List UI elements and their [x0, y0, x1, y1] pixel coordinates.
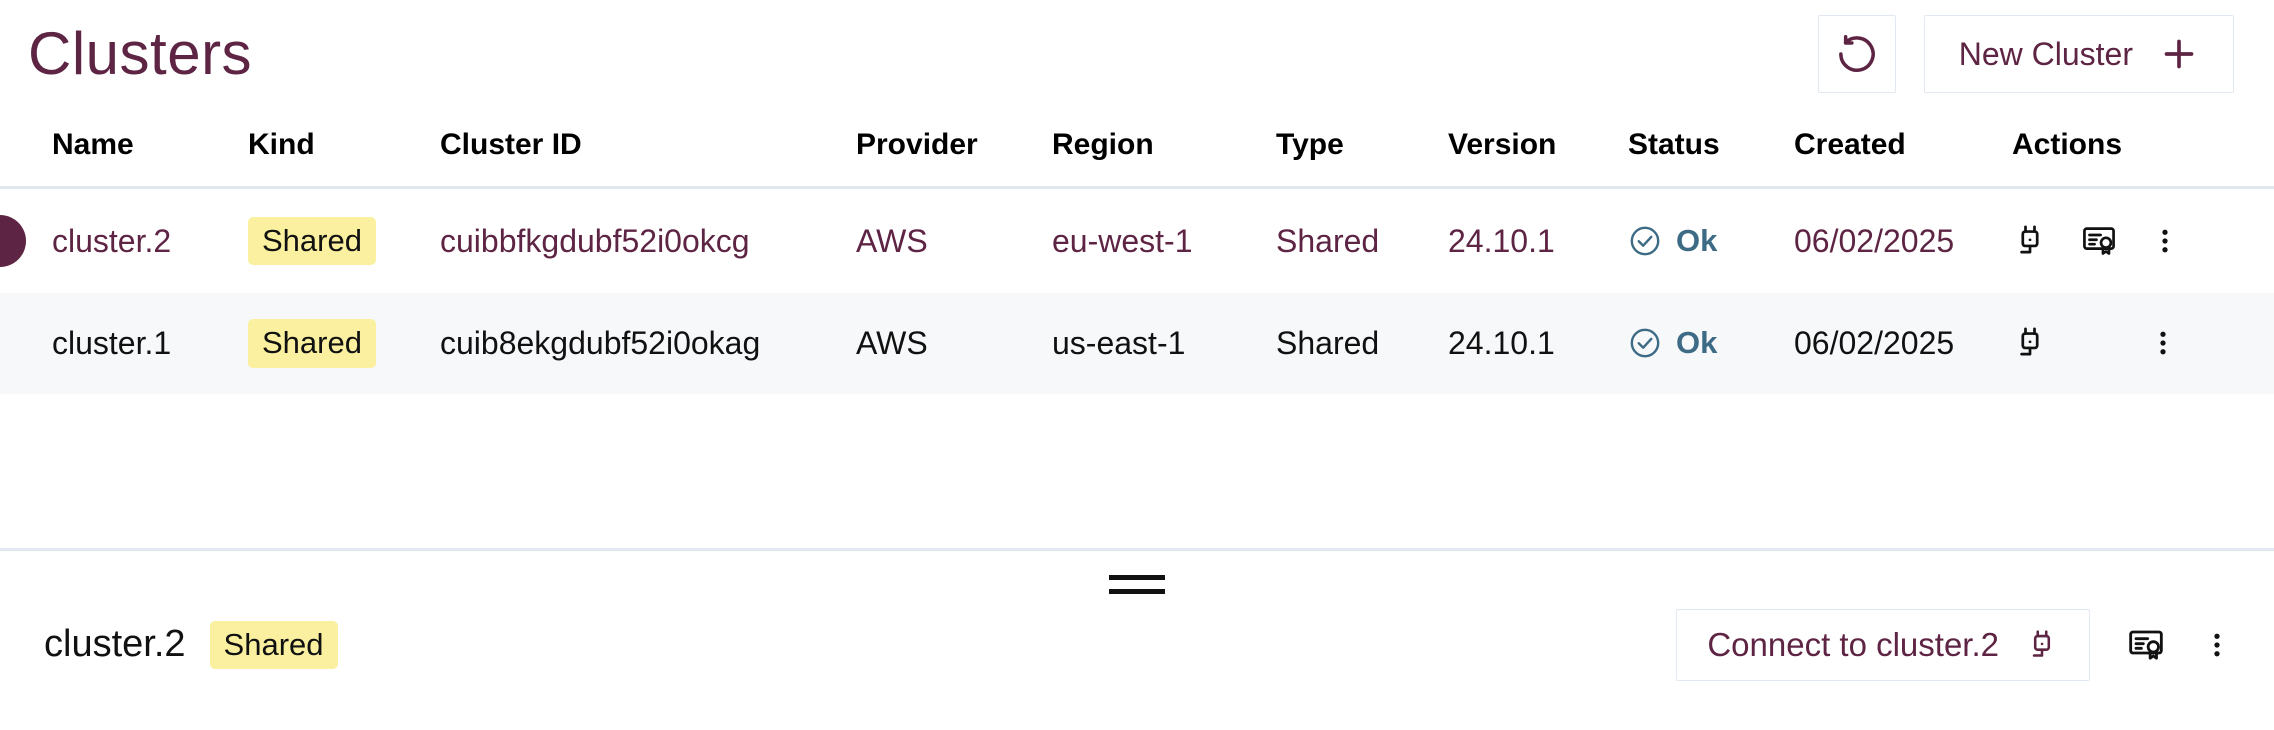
column-header-created[interactable]: Created: [1794, 128, 1906, 161]
detail-panel-row: cluster.2 Shared Connect to cluster.2: [0, 609, 2274, 681]
row-selected-marker: [0, 215, 26, 267]
cell-type: Shared: [1276, 187, 1448, 293]
column-header-region[interactable]: Region: [1052, 128, 1154, 161]
column-header-name[interactable]: Name: [52, 128, 134, 161]
certificate-icon: [2080, 222, 2118, 260]
connect-plug-button[interactable]: [2012, 325, 2048, 361]
cell-status: Ok: [1628, 187, 1794, 293]
cell-created: 06/02/2025: [1794, 293, 2012, 394]
detail-more-menu-button[interactable]: [2202, 626, 2232, 664]
detail-cluster-name: cluster.2: [44, 623, 186, 666]
plug-icon: [2012, 325, 2048, 361]
cell-actions: [2012, 187, 2274, 293]
cell-provider: AWS: [856, 293, 1052, 394]
cell-version: 24.10.1: [1448, 187, 1628, 293]
plug-icon: [2025, 628, 2059, 662]
connect-plug-button[interactable]: [2012, 223, 2048, 259]
table-body: cluster.2 Shared cuibbfkgdubf52i0okcg AW…: [0, 187, 2274, 394]
table-header-row: Name Kind Cluster ID Provider Region Typ…: [0, 108, 2274, 188]
cell-region: us-east-1: [1052, 293, 1276, 394]
cell-type: Shared: [1276, 293, 1448, 394]
cell-cluster-id[interactable]: cuib8ekgdubf52i0okag: [440, 293, 856, 394]
cell-created: 06/02/2025: [1794, 187, 2012, 293]
cell-version: 24.10.1: [1448, 293, 1628, 394]
table-row[interactable]: cluster.2 Shared cuibbfkgdubf52i0okcg AW…: [0, 187, 2274, 293]
page-title: Clusters: [28, 20, 253, 87]
page-header: Clusters New Cluster: [0, 0, 2274, 108]
column-header-version[interactable]: Version: [1448, 128, 1557, 161]
connect-button-label: Connect to cluster.2: [1707, 626, 1999, 663]
row-selection-indicator-cell[interactable]: [0, 187, 52, 293]
row-more-menu-button[interactable]: [2150, 223, 2180, 259]
kind-badge: Shared: [248, 319, 376, 368]
plus-icon: [2159, 34, 2199, 74]
cell-provider: AWS: [856, 187, 1052, 293]
header-select: [0, 108, 52, 188]
more-vertical-icon: [2148, 325, 2178, 361]
new-cluster-button[interactable]: New Cluster: [1923, 15, 2234, 93]
status-badge: Ok: [1676, 325, 1718, 361]
refresh-button[interactable]: [1817, 15, 1896, 93]
cell-name[interactable]: cluster.1: [52, 293, 248, 394]
drag-handle-bar: [1109, 588, 1165, 594]
table-row[interactable]: cluster.1 Shared cuib8ekgdubf52i0okag AW…: [0, 293, 2274, 394]
panel-divider: [0, 548, 2274, 551]
header-actions: New Cluster: [1817, 15, 2234, 93]
detail-panel-title: cluster.2 Shared: [44, 620, 338, 670]
new-cluster-label: New Cluster: [1958, 35, 2133, 72]
check-circle-icon: [1628, 224, 1662, 258]
more-vertical-icon: [2150, 223, 2180, 259]
cell-actions: [2012, 293, 2274, 394]
detail-kind-badge: Shared: [209, 620, 338, 670]
cell-kind: Shared: [248, 293, 440, 394]
status-badge: Ok: [1676, 223, 1718, 258]
drag-handle-bar: [1109, 574, 1165, 580]
column-header-status[interactable]: Status: [1628, 128, 1720, 161]
kind-badge: Shared: [248, 216, 376, 266]
connect-to-cluster-button[interactable]: Connect to cluster.2: [1676, 609, 2090, 681]
table-header: Name Kind Cluster ID Provider Region Typ…: [0, 108, 2274, 188]
cluster-detail-panel: cluster.2 Shared Connect to cluster.2: [0, 551, 2274, 730]
column-header-kind[interactable]: Kind: [248, 128, 315, 161]
refresh-ccw-icon: [1835, 32, 1879, 76]
cell-region: eu-west-1: [1052, 187, 1276, 293]
cell-kind: Shared: [248, 187, 440, 293]
certificate-button[interactable]: [2080, 222, 2118, 260]
plug-icon: [2012, 223, 2048, 259]
clusters-table-wrap: Name Kind Cluster ID Provider Region Typ…: [0, 108, 2274, 394]
drag-handle-icon[interactable]: [1109, 571, 1165, 597]
column-header-provider[interactable]: Provider: [856, 128, 978, 161]
column-header-cluster-id[interactable]: Cluster ID: [440, 128, 582, 161]
row-more-menu-button[interactable]: [2148, 325, 2178, 361]
detail-panel-actions: Connect to cluster.2: [1676, 609, 2232, 681]
column-header-type[interactable]: Type: [1276, 128, 1344, 161]
row-selection-indicator-cell[interactable]: [0, 293, 52, 394]
cell-cluster-id[interactable]: cuibbfkgdubf52i0okcg: [440, 187, 856, 293]
detail-certificate-button[interactable]: [2126, 625, 2166, 665]
cell-status: Ok: [1628, 293, 1794, 394]
cell-name[interactable]: cluster.2: [52, 187, 248, 293]
clusters-table: Name Kind Cluster ID Provider Region Typ…: [0, 108, 2274, 394]
check-circle-icon: [1628, 326, 1662, 360]
column-header-actions: Actions: [2012, 128, 2123, 161]
more-vertical-icon: [2202, 626, 2232, 664]
certificate-icon: [2126, 625, 2166, 665]
